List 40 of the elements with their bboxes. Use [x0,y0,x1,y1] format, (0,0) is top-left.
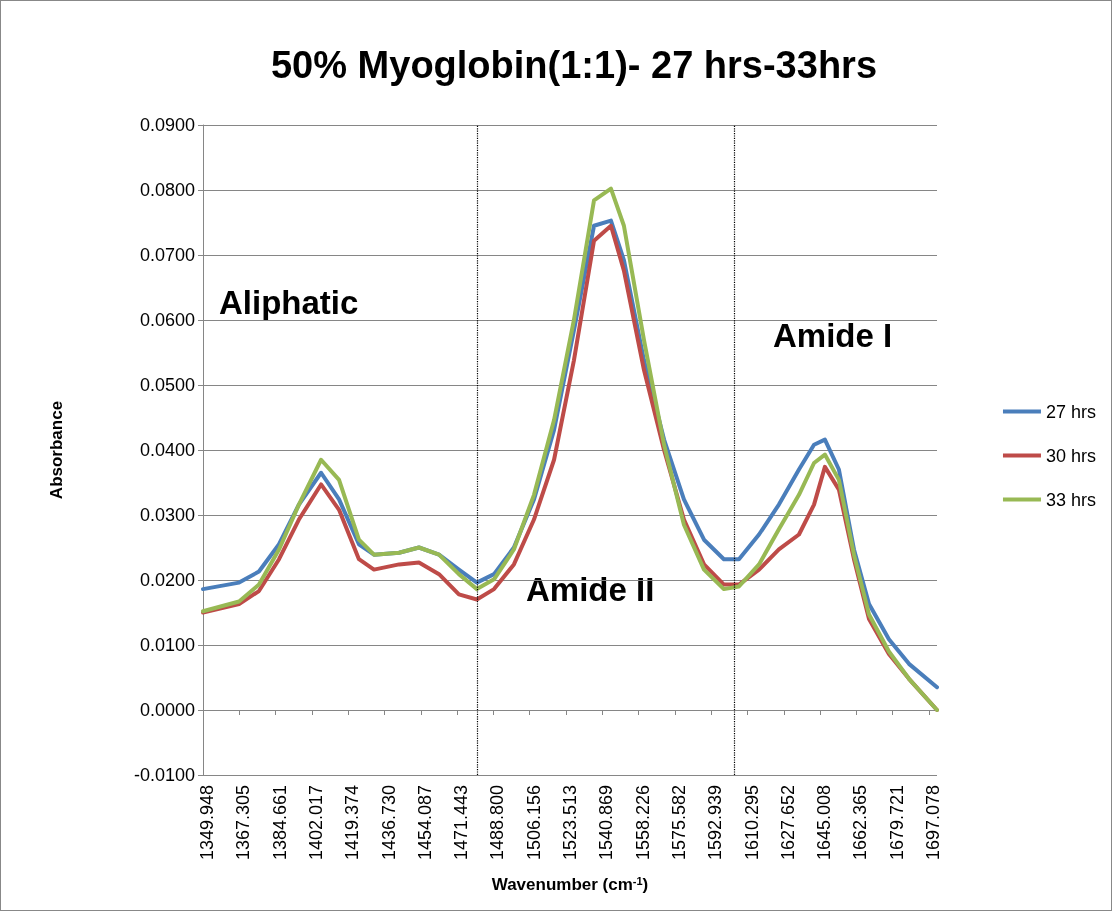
x-tick-label: 1471.443 [451,785,472,861]
annotation: Amide II [526,571,655,608]
x-tick-label: 1384.661 [269,785,290,861]
x-tick-label: 1540.869 [596,785,617,861]
annotation: Aliphatic [219,284,359,321]
legend-label: 27 hrs [1045,401,1096,422]
y-tick-label: 0.0300 [139,505,195,525]
x-tick-label: 1662.365 [850,785,871,861]
y-tick-label: 0.0900 [139,115,195,135]
y-tick-label: -0.0100 [133,765,195,785]
x-tick-label: 1506.156 [523,785,544,861]
x-tick-label: 1436.730 [378,785,399,861]
x-tick-label: 1558.226 [632,785,653,861]
x-tick-label: 1488.800 [487,785,508,861]
y-tick-label: 0.0800 [139,180,195,200]
y-tick-label: 0.0500 [139,375,195,395]
x-tick-label: 1523.513 [560,785,580,861]
y-axis-title: Absorbance [47,400,66,500]
y-tick-label: 0.0700 [139,245,195,265]
x-tick-label: 1679.721 [886,785,907,861]
x-tick-label: 1627.652 [777,785,798,861]
x-tick-label: 1645.008 [814,785,835,861]
x-tick-label: 1349.948 [197,785,217,861]
annotation: Amide I [773,317,893,354]
x-tick-label: 1419.374 [342,785,363,861]
y-tick-label: 0.0200 [139,570,195,590]
x-tick-label: 1454.087 [414,785,435,861]
x-tick-label: 1575.582 [668,785,689,861]
x-tick-label: 1697.078 [923,785,944,861]
legend-label: 33 hrs [1045,489,1096,510]
x-tick-label: 1402.017 [305,785,326,861]
legend-label: 30 hrs [1045,445,1096,466]
x-tick-label: 1367.305 [233,785,254,861]
y-tick-label: 0.0100 [139,635,195,655]
chart-title: 50% Myoglobin(1:1)- 27 hrs-33hrs [270,44,878,86]
x-tick-label: 1592.939 [705,785,726,861]
y-tick-label: 0.0400 [139,440,195,460]
y-tick-label: 0.0600 [139,310,195,330]
y-tick-label: 0.0000 [139,700,195,720]
x-tick-label: 1610.295 [741,785,762,861]
